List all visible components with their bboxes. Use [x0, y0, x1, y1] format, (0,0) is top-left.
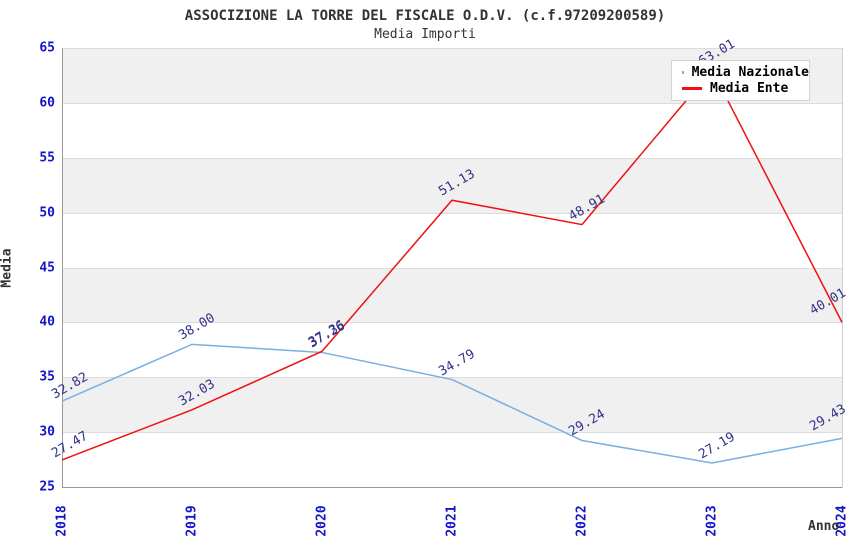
x-axis-title: Anno — [808, 519, 840, 534]
x-axis-tick-label: 2021 — [444, 505, 460, 537]
gridline — [62, 322, 842, 324]
background-band — [62, 267, 842, 323]
x-axis-tick-label: 2019 — [184, 505, 200, 537]
legend-item-media-ente: Media Ente — [682, 81, 809, 96]
y-axis-tick-label: 30 — [39, 424, 55, 440]
y-axis-tick-label: 60 — [39, 95, 55, 111]
legend: Media Nazionale Media Ente — [671, 60, 810, 101]
y-axis-tick-label: 65 — [39, 40, 55, 56]
gridline — [62, 377, 842, 379]
chart-title: ASSOCIZIONE LA TORRE DEL FISCALE O.D.V. … — [184, 8, 666, 24]
plot-right-border — [842, 48, 843, 488]
gridline — [62, 212, 842, 214]
legend-swatch-line-icon — [682, 70, 684, 74]
y-axis-tick-label: 45 — [39, 260, 55, 275]
chart-subtitle: Media Importi — [374, 27, 476, 42]
y-axis-tick-label: 40 — [39, 314, 55, 330]
background-band — [62, 377, 842, 433]
x-axis-tick-label: 2018 — [54, 505, 70, 537]
gridline — [62, 157, 842, 159]
y-axis-tick-label: 25 — [39, 479, 55, 495]
y-axis-tick-label: 50 — [39, 205, 55, 221]
x-axis-tick-label: 2022 — [574, 505, 590, 537]
gridline — [62, 267, 842, 269]
x-axis-line — [62, 487, 843, 488]
gridline — [62, 48, 842, 49]
gridline — [62, 102, 842, 104]
y-axis-line — [62, 48, 63, 488]
legend-label: Media Nazionale — [691, 64, 809, 80]
y-axis-title: Media — [0, 248, 15, 288]
x-axis-tick-label: 2020 — [314, 505, 330, 537]
x-axis-tick-label: 2023 — [704, 505, 720, 537]
legend-label: Media Ente — [710, 81, 789, 97]
y-axis-tick-label: 35 — [39, 369, 55, 385]
y-axis-tick-label: 55 — [39, 150, 55, 166]
plot-area — [62, 48, 842, 488]
legend-item-media-nazionale: Media Nazionale — [682, 65, 809, 80]
legend-swatch-line-icon — [682, 87, 702, 91]
